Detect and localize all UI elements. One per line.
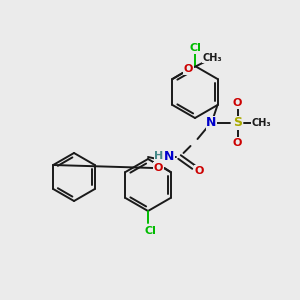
Text: O: O (184, 64, 193, 74)
Text: H: H (154, 151, 164, 161)
Text: N: N (164, 151, 175, 164)
Text: Cl: Cl (189, 43, 201, 53)
Text: Cl: Cl (144, 226, 156, 236)
Text: O: O (195, 166, 204, 176)
Text: N: N (206, 116, 217, 130)
Text: CH₃: CH₃ (252, 118, 271, 128)
Text: S: S (233, 116, 242, 130)
Text: O: O (233, 138, 242, 148)
Text: O: O (154, 163, 163, 173)
Text: O: O (233, 98, 242, 108)
Text: CH₃: CH₃ (203, 53, 222, 63)
